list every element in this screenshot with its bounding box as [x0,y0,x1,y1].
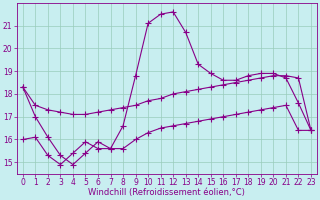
X-axis label: Windchill (Refroidissement éolien,°C): Windchill (Refroidissement éolien,°C) [88,188,245,197]
